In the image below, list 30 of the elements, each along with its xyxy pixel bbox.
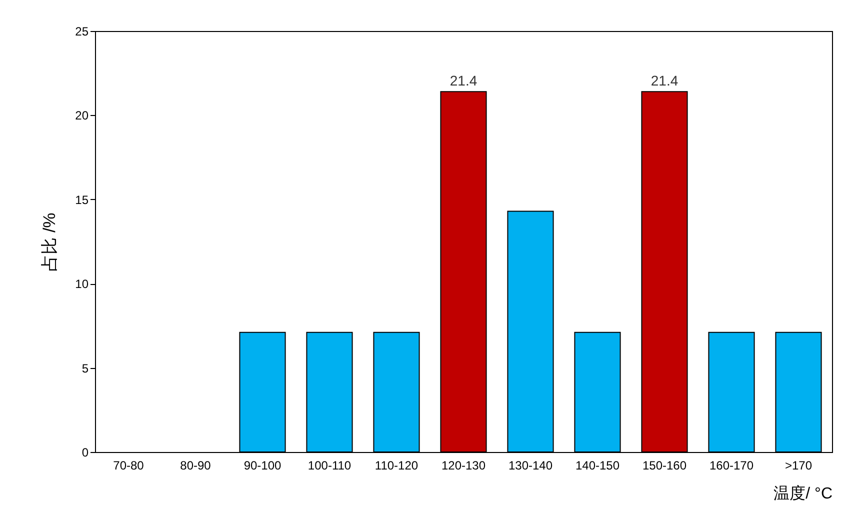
bar: [708, 332, 755, 452]
bar: [574, 332, 621, 452]
y-tick-label: 15: [75, 192, 89, 207]
y-tick-label: 20: [75, 108, 89, 123]
x-tick-label: 150-160: [642, 458, 687, 472]
data-label: 21.4: [650, 72, 678, 89]
x-tick-label: >170: [784, 458, 812, 472]
x-tick-label: 130-140: [508, 458, 553, 472]
y-tick-label: 5: [82, 361, 89, 376]
x-tick-label: 90-100: [244, 458, 282, 472]
bar: [641, 91, 688, 452]
bar: [239, 332, 286, 452]
y-axis-title: 占比 /%: [40, 212, 60, 272]
x-tick-label: 70-80: [113, 458, 144, 472]
x-tick-label: 120-130: [441, 458, 486, 472]
bar: [373, 332, 420, 452]
bar: [775, 332, 822, 452]
y-tick-label: 0: [82, 446, 89, 460]
bar: [306, 332, 353, 452]
y-tick-label: 25: [75, 24, 89, 38]
x-tick-label: 110-120: [374, 458, 418, 472]
x-tick-label: 140-150: [575, 458, 620, 472]
x-tick-label: 100-110: [308, 458, 352, 472]
y-tick-label: 10: [75, 277, 89, 292]
bar: [507, 210, 554, 452]
x-tick-label: 160-170: [709, 458, 754, 472]
bar: [440, 91, 487, 452]
x-axis-title: 温度/ °C: [774, 484, 832, 502]
data-label: 21.4: [450, 72, 478, 89]
x-tick-label: 80-90: [180, 458, 212, 472]
